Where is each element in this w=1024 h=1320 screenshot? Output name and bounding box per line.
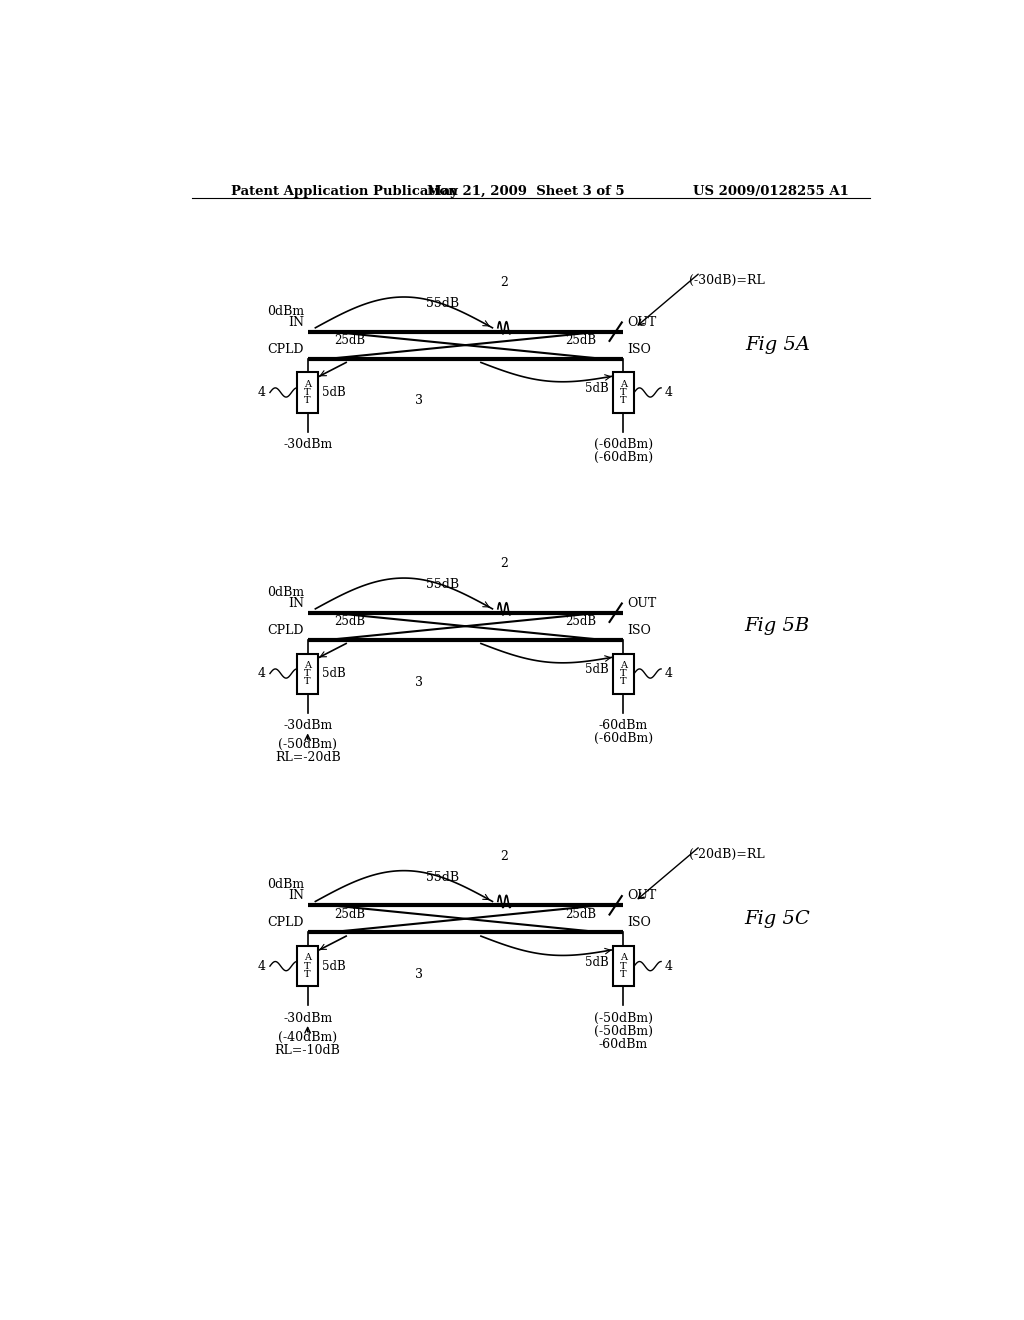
Text: -30dBm: -30dBm: [283, 719, 332, 733]
Text: A
T
T: A T T: [304, 380, 311, 405]
Text: 2: 2: [500, 557, 508, 570]
Text: 5dB: 5dB: [323, 667, 346, 680]
Bar: [297, 372, 318, 412]
Text: A
T
T: A T T: [620, 380, 627, 405]
Text: 5dB: 5dB: [323, 960, 346, 973]
Text: 55dB: 55dB: [426, 578, 459, 591]
Text: OUT: OUT: [628, 890, 656, 903]
Text: CPLD: CPLD: [267, 623, 304, 636]
Text: 25dB: 25dB: [565, 334, 596, 347]
Text: US 2009/0128255 A1: US 2009/0128255 A1: [692, 185, 849, 198]
Text: 4: 4: [665, 667, 673, 680]
Text: (-20dB)=RL: (-20dB)=RL: [689, 847, 765, 861]
Text: IN: IN: [288, 315, 304, 329]
Text: 3: 3: [416, 676, 423, 689]
Text: 4: 4: [665, 385, 673, 399]
Text: OUT: OUT: [628, 315, 656, 329]
Text: 5dB: 5dB: [323, 385, 346, 399]
Text: 4: 4: [258, 385, 266, 399]
Bar: [612, 372, 634, 412]
Text: IN: IN: [288, 597, 304, 610]
Text: 2: 2: [500, 850, 508, 863]
Text: 25dB: 25dB: [335, 334, 366, 347]
Text: CPLD: CPLD: [267, 916, 304, 929]
Text: 4: 4: [665, 960, 673, 973]
Text: ISO: ISO: [628, 342, 651, 355]
Text: OUT: OUT: [628, 597, 656, 610]
Text: A
T
T: A T T: [304, 661, 311, 686]
Text: 55dB: 55dB: [426, 871, 459, 884]
Text: (-60dBm): (-60dBm): [594, 451, 653, 465]
Text: 4: 4: [258, 960, 266, 973]
Text: CPLD: CPLD: [267, 342, 304, 355]
Text: RL=-10dB: RL=-10dB: [274, 1044, 341, 1057]
Text: -30dBm: -30dBm: [283, 1011, 332, 1024]
Text: 2: 2: [500, 276, 508, 289]
Text: (-60dBm): (-60dBm): [594, 733, 653, 744]
Text: RL=-20dB: RL=-20dB: [274, 751, 341, 764]
Text: 5dB: 5dB: [585, 663, 608, 676]
Text: 25dB: 25dB: [565, 615, 596, 628]
Text: Patent Application Publication: Patent Application Publication: [230, 185, 458, 198]
Text: IN: IN: [288, 890, 304, 903]
Text: A
T
T: A T T: [620, 661, 627, 686]
Text: ISO: ISO: [628, 916, 651, 929]
Text: 25dB: 25dB: [335, 615, 366, 628]
Text: -60dBm: -60dBm: [599, 719, 648, 733]
Text: (-50dBm): (-50dBm): [594, 1024, 653, 1038]
Text: 5dB: 5dB: [585, 381, 608, 395]
Text: 3: 3: [416, 395, 423, 408]
Bar: [612, 653, 634, 693]
Text: ISO: ISO: [628, 623, 651, 636]
Text: Fig 5B: Fig 5B: [744, 618, 810, 635]
Text: 0dBm: 0dBm: [266, 586, 304, 599]
Text: 0dBm: 0dBm: [266, 878, 304, 891]
Text: (-50dBm): (-50dBm): [279, 738, 337, 751]
Text: Fig 5C: Fig 5C: [744, 909, 810, 928]
Bar: [297, 653, 318, 693]
Text: 4: 4: [258, 667, 266, 680]
Bar: [612, 946, 634, 986]
Text: -30dBm: -30dBm: [283, 438, 332, 451]
Text: 55dB: 55dB: [426, 297, 459, 310]
Text: A
T
T: A T T: [304, 953, 311, 979]
Text: (-40dBm): (-40dBm): [279, 1031, 337, 1044]
Text: Fig 5A: Fig 5A: [744, 337, 810, 354]
Text: (-30dB)=RL: (-30dB)=RL: [689, 275, 765, 286]
Text: -60dBm: -60dBm: [599, 1038, 648, 1051]
Text: 3: 3: [416, 968, 423, 981]
Text: (-60dBm): (-60dBm): [594, 438, 653, 451]
Text: 25dB: 25dB: [565, 908, 596, 920]
Text: 25dB: 25dB: [335, 908, 366, 920]
Text: A
T
T: A T T: [620, 953, 627, 979]
Text: 0dBm: 0dBm: [266, 305, 304, 318]
Text: 5dB: 5dB: [585, 956, 608, 969]
Text: (-50dBm): (-50dBm): [594, 1011, 653, 1024]
Bar: [297, 946, 318, 986]
Text: May 21, 2009  Sheet 3 of 5: May 21, 2009 Sheet 3 of 5: [427, 185, 625, 198]
